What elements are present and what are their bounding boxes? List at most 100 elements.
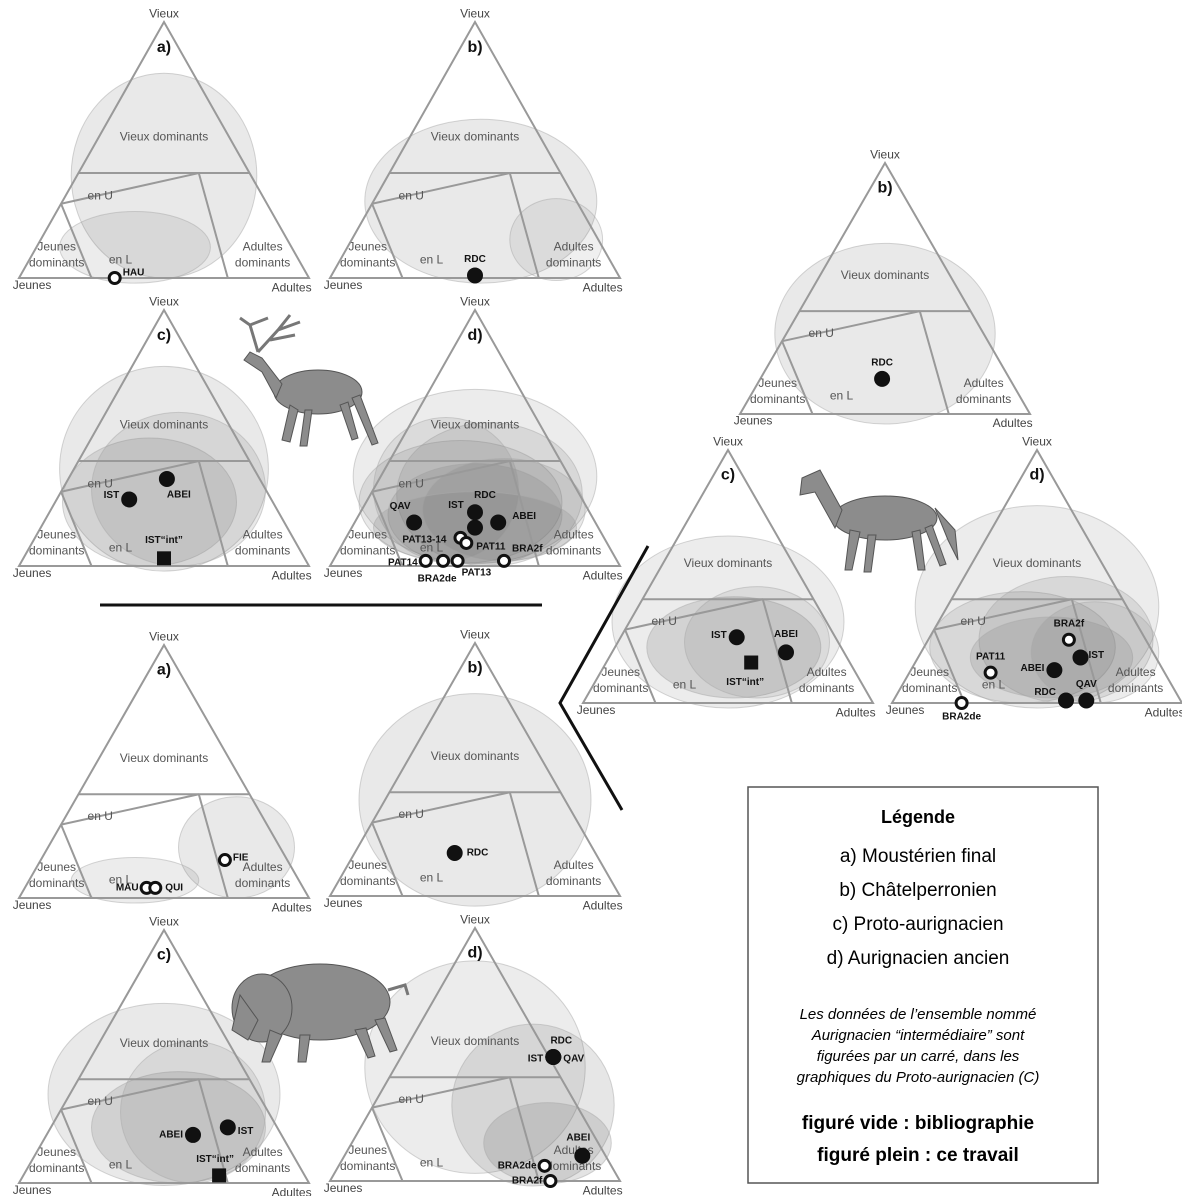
- corner-label: Jeunes: [324, 896, 363, 910]
- corner-label: Vieux: [149, 294, 179, 308]
- zone-line: [60, 491, 93, 567]
- zone-label: dominants: [546, 543, 601, 557]
- site-marker: [1061, 632, 1076, 647]
- corner-label: Adultes: [836, 705, 876, 719]
- zone-label: en U: [809, 326, 834, 340]
- ternary-panel: Vieux Jeunes Adultes Vieux dominants en U en …: [13, 294, 312, 582]
- legend-title: Légende: [881, 807, 955, 827]
- zone-label: dominants: [593, 681, 648, 695]
- corner-label: Jeunes: [324, 566, 363, 580]
- zone-label: dominants: [340, 1159, 395, 1173]
- zone-label: en U: [652, 614, 677, 628]
- zone-label: Adultes: [243, 239, 283, 253]
- zone-label: Jeunes: [348, 527, 387, 541]
- zone-label: dominants: [29, 1161, 84, 1175]
- legend-item: d) Aurignacien ancien: [827, 948, 1010, 969]
- zone-label: Adultes: [964, 376, 1004, 390]
- zone-label: Jeunes: [348, 858, 387, 872]
- zone-label: Jeunes: [348, 239, 387, 253]
- corner-label: Adultes: [583, 280, 623, 294]
- zone-label: dominants: [340, 255, 395, 269]
- zone-label: Jeunes: [37, 1145, 76, 1159]
- site-label: MAU: [116, 883, 139, 894]
- triangle: [328, 640, 622, 897]
- distribution-area: [646, 596, 822, 699]
- zone-line: [781, 340, 814, 415]
- site-label: QAV: [390, 501, 411, 512]
- zone-label: en U: [961, 614, 986, 628]
- zone-label: dominants: [235, 876, 290, 890]
- site-label: IST“int”: [145, 535, 183, 546]
- zone-label: Adultes: [1116, 665, 1156, 679]
- zone-line: [197, 460, 229, 567]
- site-marker: [467, 267, 483, 284]
- zone-label: dominants: [340, 543, 395, 557]
- corner-label: Jeunes: [13, 1183, 52, 1196]
- site-marker: [874, 370, 891, 387]
- zone-line: [1070, 599, 1102, 704]
- zone-label: en L: [830, 389, 854, 403]
- site-marker: [446, 844, 463, 861]
- zone-label: dominants: [29, 876, 84, 890]
- zone-label: dominants: [546, 1159, 601, 1173]
- ternary-panel: Vieux Jeunes Adultes Vieux dominants en U en …: [324, 294, 623, 584]
- zone-label: dominants: [235, 1161, 290, 1175]
- zone-label: en U: [399, 476, 424, 490]
- distribution-area: [684, 586, 830, 699]
- corner-label: Jeunes: [13, 898, 52, 912]
- zone-line: [371, 203, 404, 279]
- site-marker: [212, 1168, 227, 1183]
- site-marker: [467, 504, 483, 521]
- site-marker: [537, 1158, 552, 1173]
- legend-item: b) Châtelperronien: [839, 880, 996, 901]
- corner-label: Jeunes: [13, 566, 52, 580]
- zone-line: [60, 203, 93, 279]
- distribution-area: [59, 210, 211, 284]
- legend-box: [747, 786, 1099, 1184]
- site-label: HAU: [123, 268, 145, 279]
- zone-label: en L: [420, 252, 444, 266]
- site-marker: [497, 553, 511, 568]
- site-marker: [436, 553, 451, 568]
- panel-label: d): [467, 327, 482, 344]
- distribution-area: [451, 1023, 615, 1187]
- corner-label: Adultes: [583, 1183, 623, 1196]
- zone-label: Vieux dominants: [993, 556, 1082, 570]
- corner-label: Jeunes: [13, 278, 52, 292]
- site-marker: [545, 1049, 562, 1066]
- legend-note: Aurignacien “intermédiaire” sont: [811, 1027, 1025, 1044]
- zone-label: Adultes: [243, 860, 283, 874]
- zone-line: [60, 172, 200, 205]
- site-marker: [574, 1147, 591, 1164]
- site-label: FIE: [233, 853, 249, 864]
- site-marker: [158, 470, 175, 487]
- ternary-panel: Vieux Jeunes Adultes Vieux dominants en U en …: [324, 913, 623, 1196]
- site-marker: [219, 1119, 236, 1136]
- zone-label: en L: [109, 540, 133, 554]
- zone-label: en U: [88, 1094, 113, 1108]
- site-label: BRA2de: [942, 712, 981, 723]
- zone-label: Adultes: [554, 527, 594, 541]
- corner-label: Jeunes: [577, 703, 616, 717]
- zone-label: en U: [88, 188, 113, 202]
- site-label: ABEI: [159, 1130, 183, 1141]
- panel-label: c): [157, 947, 171, 964]
- legend: a) Moustérien final b) Châtelperronien c) …: [797, 846, 1040, 1166]
- zone-label: en L: [109, 252, 133, 266]
- site-label: IST: [528, 1054, 544, 1065]
- zone-label: en L: [420, 1155, 444, 1169]
- zone-line: [371, 1107, 404, 1182]
- corner-label: Adultes: [993, 416, 1033, 430]
- site-label: PAT11: [976, 651, 1006, 662]
- zone-label: dominants: [750, 392, 805, 406]
- site-marker: [406, 514, 423, 531]
- site-marker: [185, 1126, 201, 1143]
- corner-label: Adultes: [272, 568, 312, 582]
- zone-label: dominants: [29, 255, 84, 269]
- triangle: [17, 19, 311, 279]
- panels: Vieux Jeunes Adultes Vieux dominants en U en …: [13, 6, 1182, 1196]
- zone-label: Vieux dominants: [120, 1036, 209, 1050]
- panel-label: b): [467, 39, 482, 56]
- zone-line: [60, 793, 200, 826]
